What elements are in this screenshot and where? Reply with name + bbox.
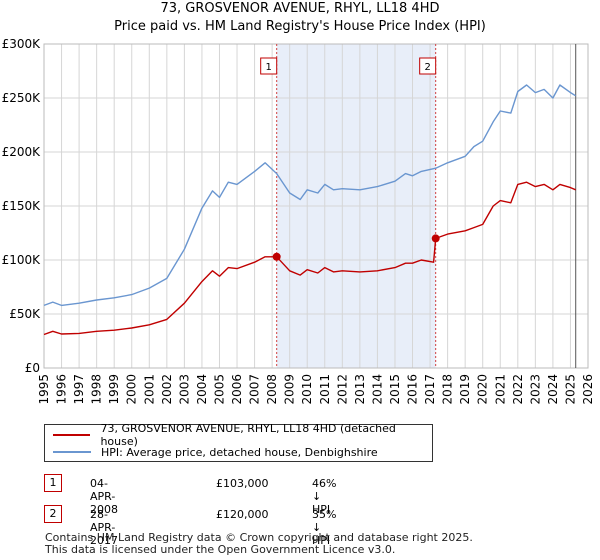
sale-point	[431, 234, 440, 243]
x-tick-label: 2000	[125, 374, 139, 405]
x-tick-label: 2012	[335, 374, 349, 405]
x-tick-label: 2026	[581, 374, 595, 405]
legend: 73, GROSVENOR AVENUE, RHYL, LL18 4HD (de…	[44, 422, 433, 462]
transaction-price: £103,000	[216, 477, 269, 490]
x-tick-label: 2019	[458, 374, 472, 405]
x-tick-label: 2002	[160, 374, 174, 405]
y-tick-label: £0	[25, 361, 40, 375]
x-tick-label: 2021	[493, 374, 507, 405]
transaction-number-badge: 1	[44, 474, 62, 492]
transaction-date: 04-APR-2008	[90, 477, 118, 516]
transaction-price: £120,000	[216, 508, 269, 521]
x-tick-label: 1997	[72, 374, 86, 405]
x-tick-label: 2016	[406, 374, 420, 405]
x-tick-label: 2024	[546, 374, 560, 405]
x-tick-label: 2020	[476, 374, 490, 405]
x-tick-label: 2022	[511, 374, 525, 405]
x-tick-label: 2018	[441, 374, 455, 405]
chart-subtitle: Price paid vs. HM Land Registry's House …	[114, 19, 486, 34]
x-tick-label: 2008	[265, 374, 279, 405]
x-tick-label: 2011	[318, 374, 332, 405]
x-tick-label: 2005	[212, 374, 226, 405]
x-tick-label: 1998	[90, 374, 104, 405]
x-tick-label: 2023	[528, 374, 542, 405]
y-tick-label: £300K	[2, 37, 42, 51]
x-tick-label: 1996	[55, 374, 69, 405]
sale-point	[272, 252, 281, 261]
sale-label: 1	[266, 62, 272, 73]
transaction-hpi-diff: 46% ↓ HPI	[312, 477, 337, 516]
legend-property-swatch	[53, 434, 91, 436]
x-tick-label: 2006	[230, 374, 244, 405]
x-tick-label: 2015	[388, 374, 402, 405]
x-tick-label: 2003	[177, 374, 191, 405]
price-chart: 1 2 £0 £50K £100K £150K £200K £250K £300K 1995 199…	[2, 37, 595, 405]
legend-item-hpi: HPI: Average price, detached house, Denb…	[45, 444, 378, 460]
x-tick-label: 2025	[563, 374, 577, 405]
x-tick-label: 2013	[353, 374, 367, 405]
sale-label-box	[260, 57, 278, 75]
legend-item-property: 73, GROSVENOR AVENUE, RHYL, LL18 4HD (de…	[45, 422, 432, 448]
sale-label: 2	[424, 62, 430, 73]
x-tick-label: 1999	[107, 374, 121, 405]
x-tick-label: 1995	[37, 374, 51, 405]
sale-label-box	[419, 57, 437, 75]
y-tick-label: £250K	[2, 91, 42, 105]
transaction-number-badge: 2	[44, 505, 62, 523]
y-tick-label: £150K	[2, 199, 42, 213]
plot-frame	[43, 43, 589, 369]
x-tick-label: 2009	[283, 374, 297, 405]
transaction-date: 28-APR-2017	[90, 508, 118, 547]
x-tick-label: 2014	[370, 374, 384, 405]
legend-hpi-label: HPI: Average price, detached house, Denb…	[101, 445, 378, 459]
y-tick-label: £100K	[2, 253, 42, 267]
property-series-line	[43, 181, 576, 336]
x-tick-label: 2001	[142, 374, 156, 405]
hpi-series-line	[43, 84, 577, 307]
x-tick-label: 2004	[195, 374, 209, 405]
transaction-hpi-diff: 35% ↓ HPI	[312, 508, 337, 547]
y-tick-label: £50K	[9, 307, 41, 321]
x-tick-label: 2007	[248, 374, 262, 405]
legend-hpi-swatch	[53, 451, 91, 453]
x-tick-label: 2010	[300, 374, 314, 405]
y-tick-label: £200K	[2, 145, 42, 159]
footer-copyright: Contains HM Land Registry data © Crown c…	[45, 531, 473, 544]
legend-property-label: 73, GROSVENOR AVENUE, RHYL, LL18 4HD (de…	[100, 422, 396, 448]
footer-licence: This data is licensed under the Open Gov…	[45, 543, 396, 556]
x-tick-label: 2017	[423, 374, 437, 405]
chart-title: 73, GROSVENOR AVENUE, RHYL, LL18 4HD	[160, 1, 440, 16]
